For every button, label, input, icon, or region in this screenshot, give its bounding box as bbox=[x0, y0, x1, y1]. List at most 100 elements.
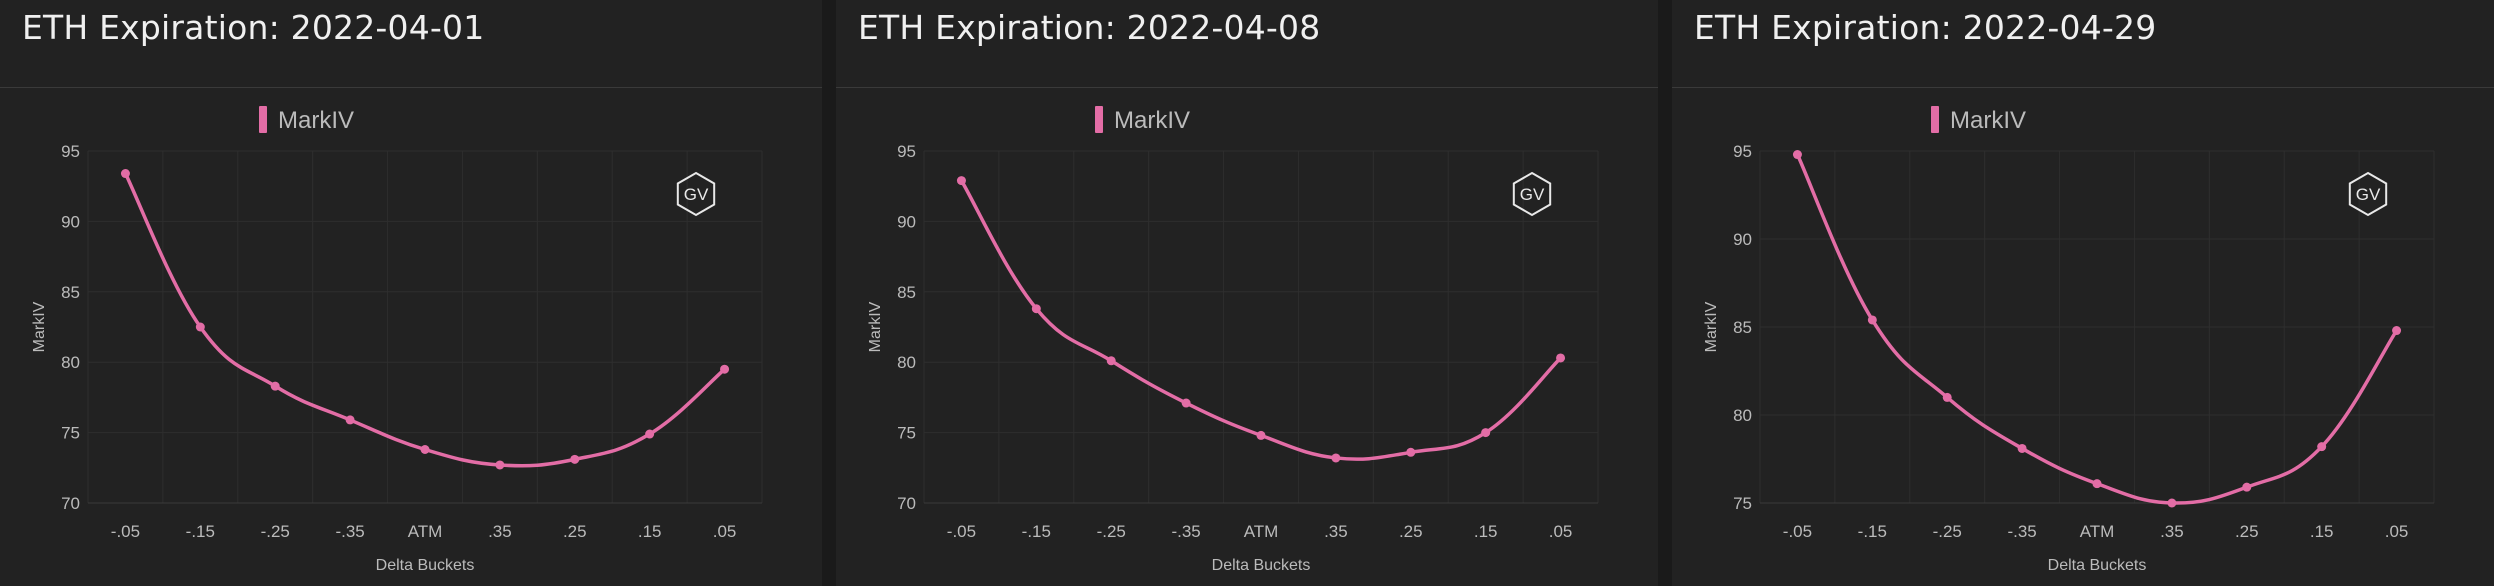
x-tick-label: -.35 bbox=[1171, 522, 1200, 541]
y-tick-label: 90 bbox=[897, 212, 916, 231]
panel-header: ETH Expiration: 2022-04-01 bbox=[0, 0, 822, 88]
y-tick-label: 90 bbox=[61, 212, 80, 231]
line-chart: MarkIV 70 75 80 85 90 95 -.05 -.15 -.25 -.35 ATM .35… bbox=[867, 106, 1599, 574]
chart-panel-2022-04-29: ETH Expiration: 2022-04-29 MarkIV 75 80 85 9… bbox=[1672, 0, 2494, 586]
y-tick-label: 80 bbox=[61, 353, 80, 372]
panel-title: ETH Expiration: 2022-04-29 bbox=[1694, 8, 2157, 47]
x-axis-title: Delta Buckets bbox=[2048, 557, 2147, 574]
data-point bbox=[2392, 326, 2402, 336]
x-tick-label: -.15 bbox=[186, 522, 215, 541]
x-tick-label: -.05 bbox=[1783, 522, 1812, 541]
data-point bbox=[2017, 443, 2027, 453]
x-tick-label: .25 bbox=[1399, 522, 1423, 541]
data-point bbox=[495, 460, 505, 470]
data-point bbox=[195, 322, 205, 332]
gv-badge: GV bbox=[2348, 171, 2388, 217]
x-tick-label: .05 bbox=[2385, 522, 2409, 541]
data-point bbox=[420, 444, 430, 454]
y-tick-label: 85 bbox=[61, 283, 80, 302]
data-point bbox=[1106, 356, 1116, 366]
y-tick-label: 80 bbox=[1733, 406, 1752, 425]
data-point bbox=[1867, 315, 1877, 325]
y-axis-title: MarkIV bbox=[31, 301, 48, 352]
series-line bbox=[959, 178, 1563, 461]
x-tick-label: .35 bbox=[1324, 522, 1348, 541]
x-tick-label: .15 bbox=[2310, 522, 2334, 541]
data-point bbox=[2242, 482, 2252, 492]
hexagon-icon bbox=[676, 171, 716, 217]
x-tick-label: .25 bbox=[563, 522, 587, 541]
panel-title: ETH Expiration: 2022-04-01 bbox=[22, 8, 485, 47]
data-point bbox=[2167, 498, 2177, 508]
panel-title: ETH Expiration: 2022-04-08 bbox=[858, 8, 1321, 47]
x-tick-label: .25 bbox=[2235, 522, 2259, 541]
y-axis: 70 75 80 85 90 95 bbox=[897, 142, 916, 513]
legend-swatch bbox=[1095, 106, 1103, 133]
data-point bbox=[2092, 479, 2102, 489]
y-axis: 75 80 85 90 95 bbox=[1733, 142, 1752, 513]
legend-label: MarkIV bbox=[1950, 107, 2026, 134]
y-tick-label: 75 bbox=[61, 424, 80, 443]
line-chart: MarkIV 75 80 85 90 95 -.05 -.15 -.25 -.35 ATM .35 .2… bbox=[1703, 106, 2435, 574]
data-point bbox=[1256, 430, 1266, 440]
x-tick-label: -.05 bbox=[947, 522, 976, 541]
legend-swatch bbox=[1931, 106, 1939, 133]
data-point bbox=[1556, 353, 1566, 363]
legend: MarkIV bbox=[1095, 106, 1190, 134]
legend: MarkIV bbox=[1931, 106, 2026, 134]
x-tick-label: .35 bbox=[2160, 522, 2184, 541]
y-tick-label: 70 bbox=[61, 494, 80, 513]
y-tick-label: 85 bbox=[1733, 318, 1752, 337]
data-point bbox=[1031, 304, 1041, 314]
data-point bbox=[1181, 398, 1191, 408]
gv-badge-label: GV bbox=[684, 185, 709, 204]
x-tick-label: -.25 bbox=[1933, 522, 1962, 541]
data-point bbox=[645, 429, 655, 439]
gv-badge: GV bbox=[676, 171, 716, 217]
y-tick-label: 90 bbox=[1733, 230, 1752, 249]
x-tick-label: ATM bbox=[1244, 522, 1279, 541]
chart-panel-2022-04-08: ETH Expiration: 2022-04-08 MarkIV 70 75 80 8… bbox=[836, 0, 1658, 586]
panel-header: ETH Expiration: 2022-04-08 bbox=[836, 0, 1658, 88]
x-tick-label: -.25 bbox=[1097, 522, 1126, 541]
data-point bbox=[1942, 392, 1952, 402]
hexagon-icon bbox=[2348, 171, 2388, 217]
y-axis-title: MarkIV bbox=[867, 301, 884, 352]
series-line bbox=[1795, 152, 2399, 505]
x-tick-label: -.25 bbox=[261, 522, 290, 541]
y-axis-title: MarkIV bbox=[1703, 301, 1720, 352]
data-point bbox=[720, 364, 730, 374]
x-tick-label: .15 bbox=[1474, 522, 1498, 541]
legend: MarkIV bbox=[259, 106, 354, 134]
legend-label: MarkIV bbox=[278, 107, 354, 134]
y-tick-label: 80 bbox=[897, 353, 916, 372]
y-tick-label: 70 bbox=[897, 494, 916, 513]
data-point bbox=[120, 169, 130, 179]
y-tick-label: 75 bbox=[897, 424, 916, 443]
x-tick-label: .05 bbox=[1549, 522, 1573, 541]
x-axis: -.05 -.15 -.25 -.35 ATM .35 .25 .15 .05 bbox=[1783, 522, 2409, 541]
data-point bbox=[956, 176, 966, 186]
panel-header: ETH Expiration: 2022-04-29 bbox=[1672, 0, 2494, 88]
y-tick-label: 85 bbox=[897, 283, 916, 302]
x-tick-label: ATM bbox=[2080, 522, 2115, 541]
gv-badge: GV bbox=[1512, 171, 1552, 217]
x-tick-label: -.35 bbox=[2007, 522, 2036, 541]
x-tick-label: -.35 bbox=[335, 522, 364, 541]
x-tick-label: -.15 bbox=[1858, 522, 1887, 541]
legend-label: MarkIV bbox=[1114, 107, 1190, 134]
x-tick-label: -.15 bbox=[1022, 522, 1051, 541]
x-axis-title: Delta Buckets bbox=[376, 557, 475, 574]
x-axis-title: Delta Buckets bbox=[1212, 557, 1311, 574]
legend-swatch bbox=[259, 106, 267, 133]
chart-panel-2022-04-01: ETH Expiration: 2022-04-01 MarkIV 70 75 80 8… bbox=[0, 0, 822, 586]
data-point bbox=[345, 415, 355, 425]
gv-badge-label: GV bbox=[1520, 185, 1545, 204]
x-axis: -.05 -.15 -.25 -.35 ATM .35 .25 .15 .05 bbox=[947, 522, 1573, 541]
y-tick-label: 95 bbox=[897, 142, 916, 161]
y-axis: 70 75 80 85 90 95 bbox=[61, 142, 80, 513]
grid bbox=[923, 150, 1599, 504]
x-tick-label: ATM bbox=[408, 522, 443, 541]
series-line bbox=[123, 171, 727, 468]
